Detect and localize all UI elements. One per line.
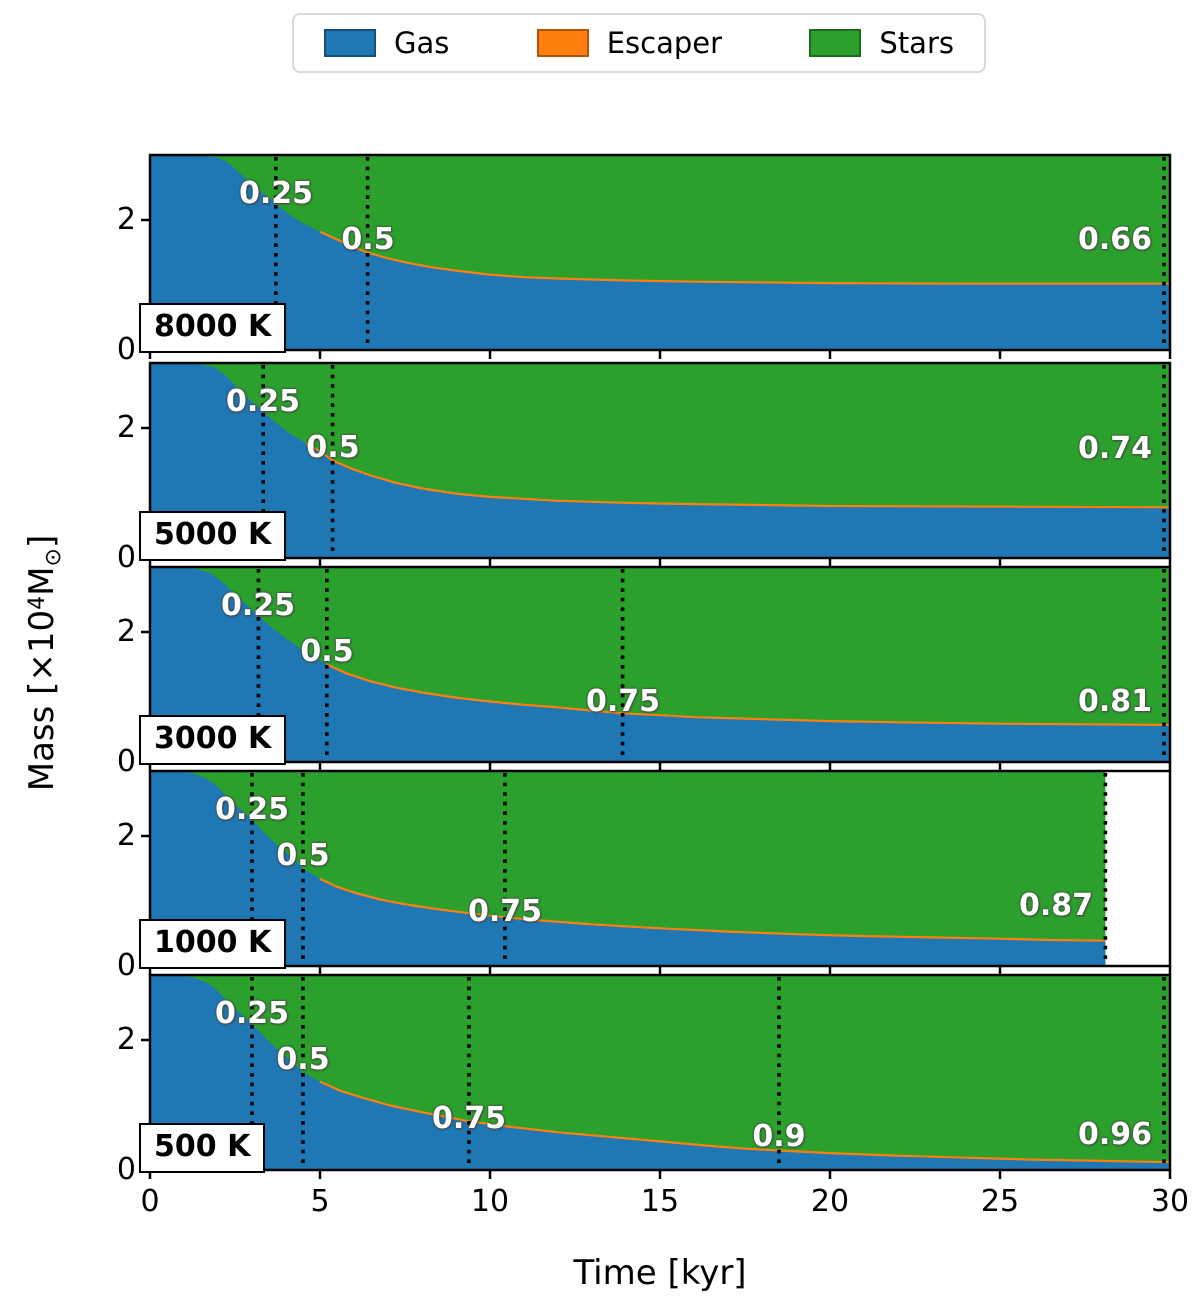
milestone-label-0_87: 0.87 bbox=[1018, 888, 1093, 923]
gas-area bbox=[150, 363, 1170, 558]
legend-label-stars: Stars bbox=[879, 26, 954, 60]
milestone-label-0_5: 0.5 bbox=[306, 430, 360, 465]
escaper-line bbox=[305, 442, 1170, 509]
y-tick-label: 2 bbox=[116, 410, 136, 445]
y-tick-label: 0 bbox=[116, 540, 136, 575]
y-axis-label-prefix: Mass [×10 bbox=[22, 609, 62, 792]
y-tick-label: 0 bbox=[116, 948, 136, 983]
escaper-line bbox=[326, 663, 1170, 727]
y-tick-label: 2 bbox=[116, 614, 136, 649]
milestone-label-0_25: 0.25 bbox=[238, 176, 314, 211]
legend-label-gas: Gas bbox=[394, 26, 450, 60]
panel-temperature-label: 5000 K bbox=[139, 511, 287, 561]
axis-spine bbox=[148, 565, 1172, 764]
panel-plot-area bbox=[141, 769, 1172, 975]
panel-plot-area bbox=[141, 153, 1172, 359]
x-tick-label: 30 bbox=[1150, 1184, 1190, 1219]
chart-panel-3000-k: 0.25 0.5 0.75 0.81 3000 K 2 0 bbox=[117, 565, 1172, 779]
milestone-label-0_25: 0.25 bbox=[225, 384, 301, 419]
x-axis-label: Time [kyr] bbox=[573, 1253, 747, 1293]
x-tick-label: 10 bbox=[470, 1184, 510, 1219]
x-tick-label: 0 bbox=[140, 1184, 160, 1219]
y-tick-label: 2 bbox=[116, 202, 136, 237]
legend-item-escaper: Escaper bbox=[536, 26, 723, 60]
x-tick-label: 5 bbox=[310, 1184, 330, 1219]
milestone-label-0_5: 0.5 bbox=[276, 1042, 330, 1077]
milestone-label-0_81: 0.81 bbox=[1077, 684, 1152, 719]
y-tick-label: 0 bbox=[116, 1152, 136, 1187]
axis-spine bbox=[148, 769, 1172, 968]
y-tick-label: 0 bbox=[116, 744, 136, 779]
gas-area bbox=[150, 771, 1106, 966]
chart-panel-1000-k: 0.25 0.5 0.75 0.87 1000 K 2 0 bbox=[117, 769, 1172, 983]
panel-temperature-label: 1000 K bbox=[139, 919, 287, 969]
milestone-label-0_66: 0.66 bbox=[1077, 222, 1152, 257]
chart-panel-500-k: 0.25 0.5 0.75 0.9 0.96 500 K 2 0 0 5 10 15 20 25 30 bbox=[117, 973, 1189, 1219]
escaper-swatch-icon bbox=[536, 29, 589, 57]
stars-swatch-icon bbox=[809, 29, 862, 57]
y-axis-label-suffix: ] bbox=[22, 534, 62, 549]
x-tick-label: 25 bbox=[980, 1184, 1020, 1219]
chart-panel-5000-k: 0.25 0.5 0.74 5000 K 2 0 bbox=[117, 361, 1172, 575]
milestone-label-0_74: 0.74 bbox=[1077, 431, 1152, 466]
milestone-label-0_96: 0.96 bbox=[1077, 1117, 1152, 1152]
y-tick-label: 2 bbox=[116, 818, 136, 853]
milestone-label-0_25: 0.25 bbox=[220, 588, 296, 623]
chart-panel-8000-k: 0.25 0.5 0.66 8000 K 2 0 bbox=[117, 153, 1172, 367]
y-tick-label: 0 bbox=[116, 332, 136, 367]
panel-plot-area bbox=[141, 973, 1172, 1179]
escaper-line bbox=[319, 1080, 1170, 1164]
milestone-label-0_75: 0.75 bbox=[585, 684, 661, 719]
panel-temperature-label: 500 K bbox=[139, 1123, 266, 1173]
milestone-label-0_5: 0.5 bbox=[341, 222, 395, 257]
milestone-label-0_75: 0.75 bbox=[431, 1101, 507, 1136]
escaper-line bbox=[319, 230, 1170, 285]
gas-area bbox=[150, 155, 1170, 350]
y-axis-label-unit: M bbox=[22, 566, 62, 596]
legend-item-stars: Stars bbox=[809, 26, 954, 60]
milestone-label-0_75: 0.75 bbox=[467, 894, 543, 929]
milestone-label-0_9: 0.9 bbox=[752, 1119, 806, 1154]
panel-plot-area bbox=[141, 361, 1172, 567]
y-axis-label-exponent: 4 bbox=[25, 595, 50, 610]
legend-item-gas: Gas bbox=[324, 26, 449, 60]
legend: Gas Escaper Stars bbox=[292, 13, 986, 73]
y-axis-label-sun-symbol: ⊙ bbox=[41, 548, 66, 567]
milestone-label-0_25: 0.25 bbox=[214, 996, 290, 1031]
x-tick-label: 20 bbox=[810, 1184, 850, 1219]
gas-area bbox=[150, 975, 1170, 1170]
axis-spine bbox=[148, 361, 1172, 560]
y-axis-label: Mass [×104M⊙] bbox=[11, 413, 66, 913]
axis-spine bbox=[148, 973, 1172, 1172]
escaper-line bbox=[319, 877, 1106, 942]
milestone-label-0_25: 0.25 bbox=[214, 792, 290, 827]
gas-area bbox=[150, 567, 1170, 762]
milestone-label-0_5: 0.5 bbox=[300, 634, 354, 669]
legend-label-escaper: Escaper bbox=[606, 26, 723, 60]
milestone-label-0_5: 0.5 bbox=[276, 838, 330, 873]
x-tick-label: 15 bbox=[640, 1184, 680, 1219]
panel-temperature-label: 8000 K bbox=[139, 303, 287, 353]
axis-spine bbox=[148, 153, 1172, 352]
panel-temperature-label: 3000 K bbox=[139, 715, 287, 765]
gas-swatch-icon bbox=[324, 29, 376, 57]
y-tick-label: 2 bbox=[116, 1022, 136, 1057]
panel-plot-area bbox=[141, 565, 1172, 771]
